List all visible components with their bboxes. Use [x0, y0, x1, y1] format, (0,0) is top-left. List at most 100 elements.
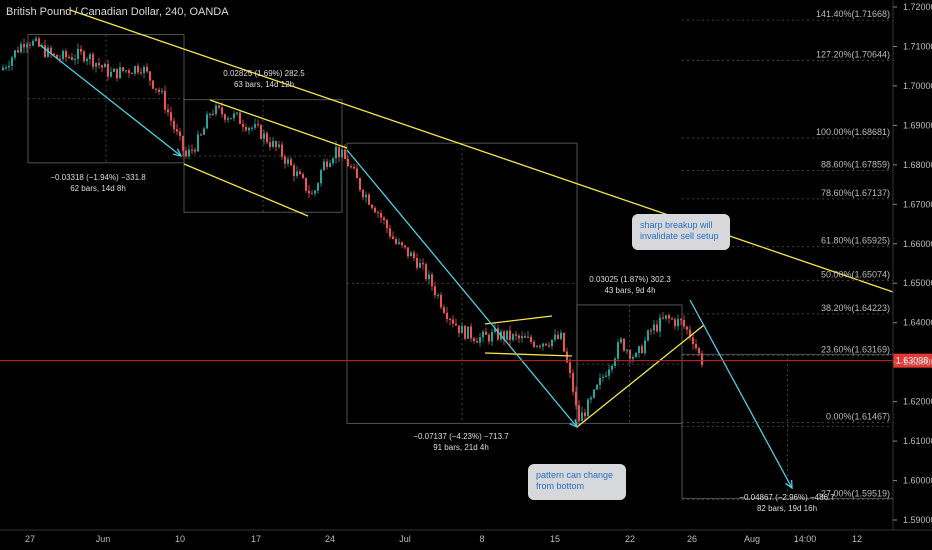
candle-body [410, 252, 412, 257]
price-tick-label: 1.68000 [903, 160, 932, 170]
time-tick-label: 22 [625, 534, 635, 544]
candle-body [530, 336, 532, 342]
price-tick-label: 1.61000 [903, 436, 932, 446]
candle-body [197, 134, 199, 152]
candle-body [218, 105, 220, 108]
candle-body [701, 353, 703, 366]
fib-level-label: -27.00%(1.59519) [818, 489, 890, 499]
candle-body [350, 166, 352, 168]
candle-body [488, 334, 490, 342]
candle-body [89, 54, 91, 60]
candle-body [14, 50, 16, 58]
candle-body [161, 90, 163, 92]
candle-body [620, 338, 622, 343]
candle-body [455, 323, 457, 326]
candle-body [5, 67, 7, 69]
candle-body [449, 319, 451, 321]
projection-arrow-line [39, 44, 182, 157]
candle-body [335, 146, 337, 159]
candle-body [686, 326, 688, 330]
measurement-duration: 91 bars, 21d 4h [433, 443, 489, 452]
candle-body [221, 107, 223, 115]
fib-levels: 1.63038 141.40%(1.71668) 127.20%(1.70644) 1… [0, 9, 932, 500]
arrows [39, 44, 793, 490]
candle-body [461, 325, 463, 334]
candle-body [200, 134, 202, 136]
candle-body [362, 190, 364, 198]
candle-body [44, 45, 46, 57]
time-axis: 27 Jun 10 17 24 Jul 8 15 22 26 Aug 14:00 12 [0, 529, 932, 544]
candle-body [293, 165, 295, 176]
candle-body [167, 109, 169, 113]
candle-body [452, 319, 454, 324]
candle-body [17, 50, 19, 53]
candle-body [665, 315, 667, 319]
candle-body [203, 128, 205, 135]
candle-body [35, 38, 37, 41]
candle-body [662, 317, 664, 319]
candle-body [548, 345, 550, 347]
candle-body [491, 332, 493, 342]
candle-body [143, 67, 145, 73]
candle-body [404, 245, 406, 248]
candles [2, 35, 703, 426]
price-tick-label: 1.67000 [903, 199, 932, 209]
candle-body [338, 146, 340, 158]
candle-body [302, 174, 304, 178]
candle-body [584, 412, 586, 417]
candle-body [545, 343, 547, 346]
trendline [69, 9, 894, 293]
candle-body [287, 159, 289, 164]
candle-body [230, 118, 232, 120]
trendline [576, 324, 705, 428]
candle-body [272, 141, 274, 147]
candle-body [566, 351, 568, 363]
candle-body [602, 376, 604, 378]
candle-body [68, 57, 70, 59]
candle-body [608, 369, 610, 376]
candle-body [86, 59, 88, 62]
price-tick-label: 1.63000 [903, 357, 932, 367]
candle-body [470, 326, 472, 339]
fib-level-label: 141.40%(1.71668) [816, 9, 890, 19]
price-tick-label: 1.70000 [903, 81, 932, 91]
candle-body [395, 238, 397, 244]
candle-body [416, 258, 418, 268]
candle-body [38, 38, 40, 47]
candle-body [308, 190, 310, 194]
candle-body [209, 113, 211, 115]
candle-body [23, 44, 25, 48]
candle-body [332, 158, 334, 164]
candle-body [476, 340, 478, 343]
candle-body [524, 336, 526, 338]
candle-body [266, 133, 268, 143]
candle-body [29, 44, 31, 46]
measurement-value: 0.03025 (1.87%) 302.3 [589, 275, 671, 284]
candle-body [32, 40, 34, 46]
candle-body [632, 357, 634, 359]
current-price-label: 1.63038 [896, 356, 929, 366]
candle-body [194, 149, 196, 152]
candle-body [248, 127, 250, 131]
time-tick-label: Aug [744, 534, 760, 544]
price-tick-label: 1.69000 [903, 120, 932, 130]
candle-body [227, 118, 229, 120]
price-tick-label: 1.62000 [903, 397, 932, 407]
candle-body [551, 339, 553, 346]
current-price-badge [893, 353, 932, 368]
candle-body [515, 334, 517, 336]
candle-body [674, 319, 676, 327]
measurement-value: −0.04867 (−2.96%) −486.7 [739, 493, 835, 502]
price-tick-label: 1.72000 [903, 2, 932, 12]
candle-body [260, 125, 262, 139]
candle-body [437, 294, 439, 296]
candle-body [572, 372, 574, 392]
candle-body [425, 264, 427, 280]
candle-body [11, 57, 13, 66]
candle-body [236, 112, 238, 114]
projection-arrow-head [569, 419, 578, 429]
candle-body [419, 263, 421, 268]
candle-body [83, 51, 85, 62]
trendlines [69, 9, 894, 428]
